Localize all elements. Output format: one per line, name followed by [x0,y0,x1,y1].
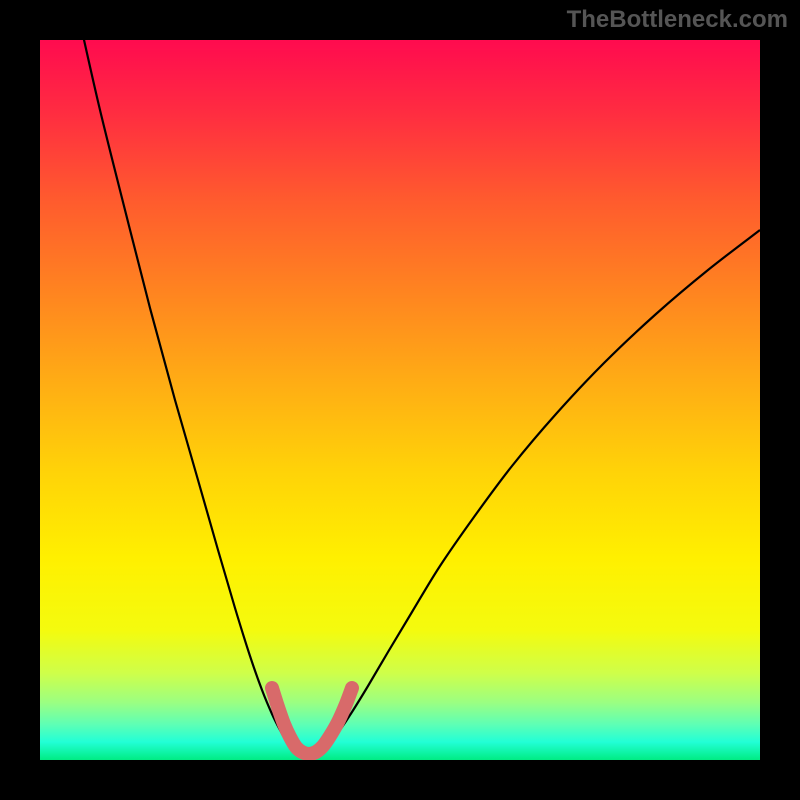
chart-frame [40,40,760,760]
gradient-background [40,40,760,760]
watermark-text: TheBottleneck.com [567,6,788,34]
bottleneck-chart [40,40,760,760]
